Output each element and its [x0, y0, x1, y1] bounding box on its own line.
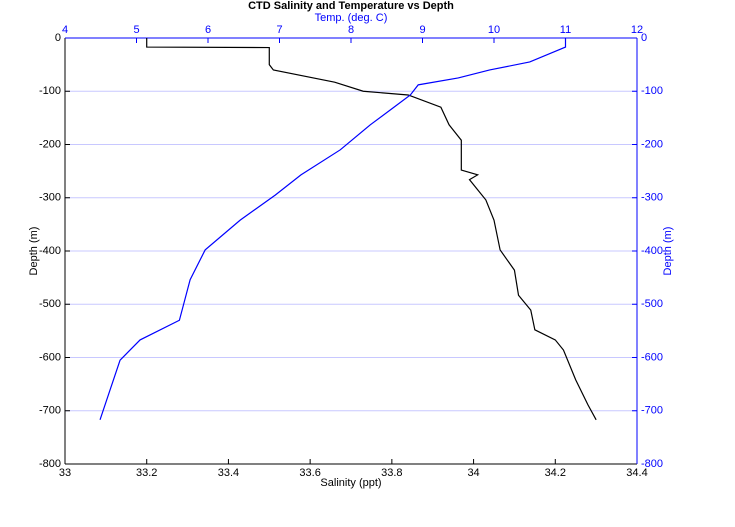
x-tick-label: 33.4 [218, 467, 239, 479]
x-tick-label: 33.8 [381, 467, 402, 479]
x2-tick-label: 12 [631, 24, 643, 36]
y2-tick-label: -600 [641, 351, 663, 363]
y-tick-label: -300 [39, 192, 61, 204]
y-tick-label: 0 [55, 32, 61, 44]
y-tick-label: -700 [39, 405, 61, 417]
y2-tick-label: -100 [641, 85, 663, 97]
y2-tick-label: -800 [641, 458, 663, 470]
x-tick-label: 33 [59, 467, 71, 479]
y2-axis-label: Depth (m) [662, 227, 674, 276]
x-tick-label: 34.2 [545, 467, 566, 479]
y-tick-label: -200 [39, 138, 61, 150]
series-line [146, 38, 597, 421]
x2-tick-label: 11 [560, 24, 571, 36]
y2-tick-label: -200 [641, 138, 663, 150]
x2-tick-label: 7 [276, 24, 282, 36]
series-line [99, 38, 567, 420]
y2-tick-label: -500 [641, 298, 663, 310]
x-tick-label: 34 [467, 467, 479, 479]
x2-tick-label: 8 [348, 24, 354, 36]
x-axis-label: Salinity (ppt) [320, 477, 381, 489]
x-tick-label: 34.4 [626, 467, 647, 479]
y2-tick-label: 0 [641, 32, 647, 44]
x2-axis-label: Temp. (deg. C) [315, 12, 388, 24]
x2-tick-label: 4 [62, 24, 68, 36]
y-tick-label: -100 [39, 85, 61, 97]
y-tick-label: -400 [39, 245, 61, 257]
x2-tick-label: 5 [133, 24, 139, 36]
y-tick-label: -500 [39, 298, 61, 310]
y2-tick-label: -400 [641, 245, 663, 257]
y2-tick-label: -300 [641, 192, 663, 204]
y-tick-label: -600 [39, 351, 61, 363]
x2-tick-label: 9 [419, 24, 425, 36]
y-tick-label: -800 [39, 458, 61, 470]
y2-tick-label: -700 [641, 405, 663, 417]
y-axis-label: Depth (m) [28, 227, 40, 276]
x-tick-label: 33.6 [299, 467, 320, 479]
x-tick-label: 33.2 [136, 467, 157, 479]
chart-title: CTD Salinity and Temperature vs Depth [248, 0, 454, 12]
x2-tick-label: 10 [488, 24, 500, 36]
x2-tick-label: 6 [205, 24, 211, 36]
